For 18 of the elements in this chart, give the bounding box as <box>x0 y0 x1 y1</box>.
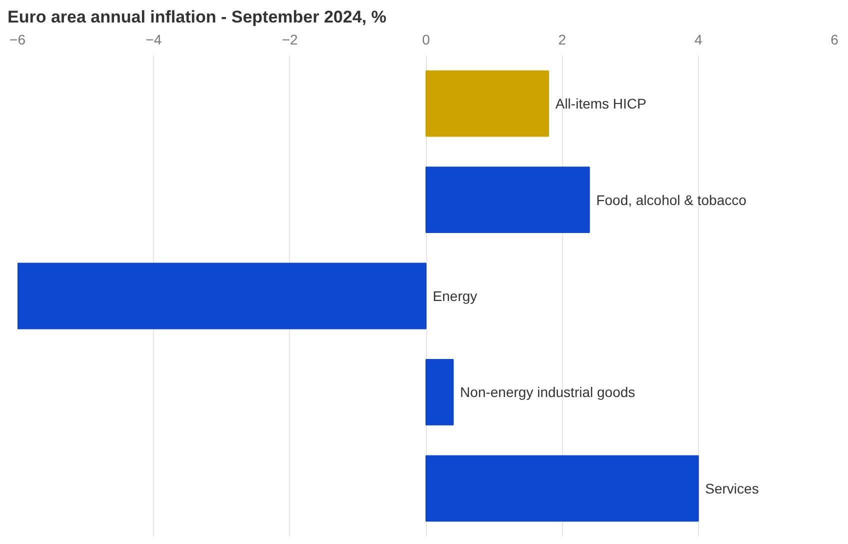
y-tick-label: Non-energy industrial goods <box>460 384 636 400</box>
x-tick-label: 6 <box>830 32 839 48</box>
y-tick-label: Services <box>705 480 759 496</box>
bar <box>426 70 550 137</box>
x-tick-label: 2 <box>558 32 566 48</box>
bar <box>426 455 699 522</box>
bar <box>426 358 454 426</box>
x-tick-label: −6 <box>10 32 26 48</box>
x-tick-label: 0 <box>422 32 430 48</box>
bar <box>18 262 426 330</box>
x-tick-label: −4 <box>146 32 162 48</box>
chart-title: Euro area annual inflation - September 2024, % <box>8 8 386 26</box>
x-tick-label: −2 <box>282 32 298 48</box>
y-tick-label: Energy <box>432 288 478 304</box>
y-tick-label: All-items HICP <box>555 96 646 112</box>
y-tick-label: Food, alcohol & tobacco <box>596 192 747 208</box>
x-tick-label: 4 <box>694 32 702 48</box>
bar <box>426 166 590 234</box>
